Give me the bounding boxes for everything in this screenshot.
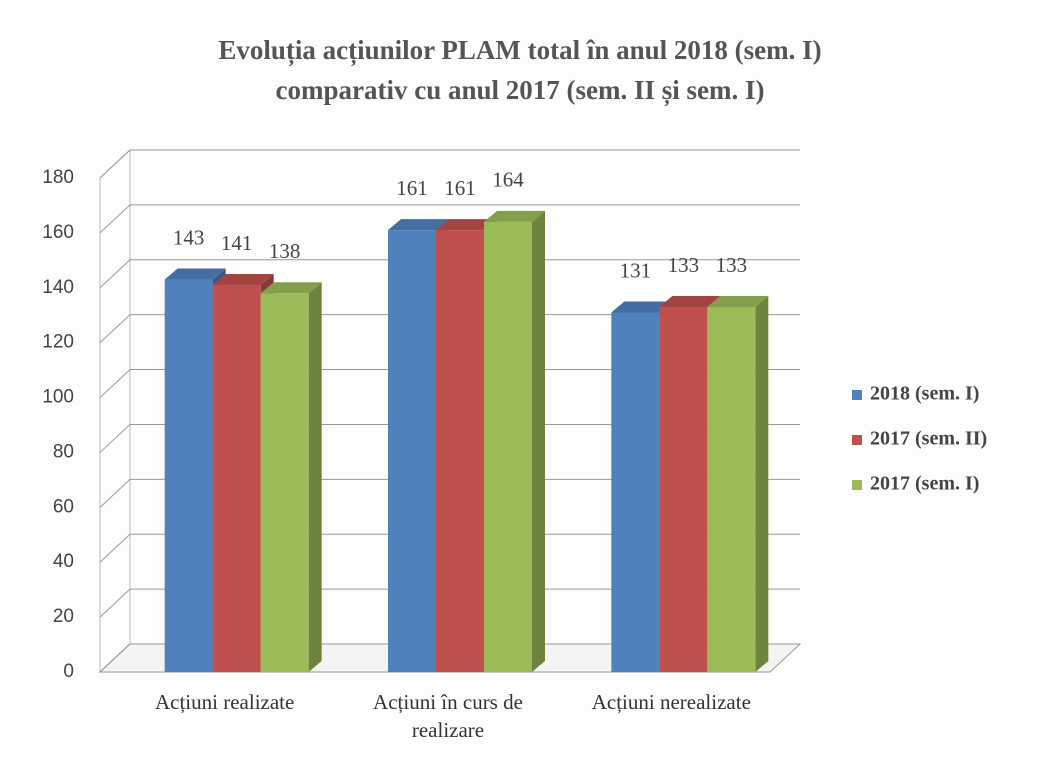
bar-side xyxy=(532,210,545,672)
value-label: 133 xyxy=(668,253,700,277)
y-tick-label: 20 xyxy=(53,606,74,627)
chart-title: Evoluția acțiunilor PLAM total în anul 2… xyxy=(218,35,822,105)
grid-line-side xyxy=(99,588,131,618)
bar xyxy=(388,230,436,672)
bar xyxy=(707,306,756,672)
legend-marker xyxy=(852,480,862,490)
bar xyxy=(212,285,261,672)
bar xyxy=(436,230,484,672)
bar-top xyxy=(212,274,274,286)
bar xyxy=(164,279,213,672)
grid-line-side xyxy=(99,478,131,508)
legend-marker xyxy=(852,435,862,445)
legend-label: 2017 (sem. I) xyxy=(870,473,979,495)
y-tick-label: 100 xyxy=(42,387,74,408)
value-label: 138 xyxy=(269,239,301,263)
y-tick-label: 80 xyxy=(53,441,74,462)
grid-line-side xyxy=(99,369,131,398)
legend-label: 2017 (sem. II) xyxy=(870,428,987,450)
y-tick-label: 0 xyxy=(63,661,74,682)
bar-top xyxy=(164,268,226,280)
value-label: 161 xyxy=(396,176,428,200)
y-tick-label: 40 xyxy=(53,551,74,572)
y-tick-label: 60 xyxy=(53,496,74,517)
x-tick-label: Acțiuni nerealizate xyxy=(591,690,751,714)
grid-line-side xyxy=(99,533,131,563)
grid-line-side xyxy=(99,424,131,453)
value-label: 141 xyxy=(221,231,253,255)
value-label: 164 xyxy=(492,168,524,192)
y-tick-label: 140 xyxy=(42,277,74,298)
bar xyxy=(659,306,708,672)
y-tick-label: 120 xyxy=(42,332,74,353)
bar-top xyxy=(659,295,721,307)
bar-top xyxy=(260,282,322,294)
bar-top xyxy=(611,301,673,313)
grid-line-side xyxy=(99,643,131,673)
bar xyxy=(611,312,660,672)
y-tick-label: 180 xyxy=(42,167,74,188)
legend-marker xyxy=(852,390,862,400)
bar xyxy=(484,221,532,672)
bar-top xyxy=(436,219,497,231)
legend-label: 2018 (sem. I) xyxy=(870,383,979,405)
bar xyxy=(260,293,309,672)
grid-line-side xyxy=(99,149,131,179)
value-label: 143 xyxy=(173,225,205,249)
grid-line-side xyxy=(99,314,131,344)
x-tick-label: Acțiuni în curs de realizare xyxy=(373,690,523,742)
value-label: 161 xyxy=(444,176,476,200)
bar-top xyxy=(484,210,545,222)
value-label: 133 xyxy=(716,253,748,277)
grid-line-side xyxy=(99,204,131,234)
bar-side xyxy=(755,295,769,672)
bar-top xyxy=(707,295,769,307)
bar-side xyxy=(308,282,322,672)
bar-top xyxy=(388,219,449,231)
y-tick-label: 160 xyxy=(42,222,74,243)
x-tick-label: Acțiuni realizate xyxy=(154,690,295,714)
value-label: 131 xyxy=(620,258,652,282)
grid-line-side xyxy=(99,259,131,289)
